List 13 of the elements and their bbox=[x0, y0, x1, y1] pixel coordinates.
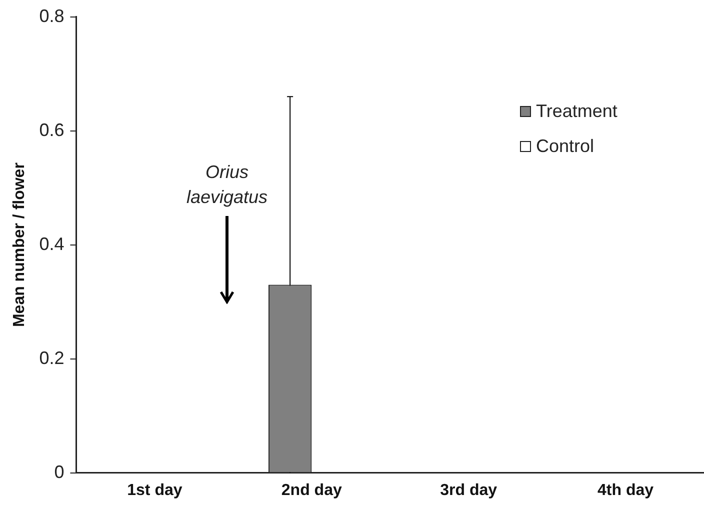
y-tick-label: 0.6 bbox=[39, 120, 64, 140]
y-tick-label: 0 bbox=[54, 462, 64, 482]
x-tick-label: 2nd day bbox=[281, 482, 342, 499]
x-tick-label: 3rd day bbox=[440, 482, 498, 499]
y-tick-label: 0.4 bbox=[39, 234, 64, 254]
y-axis-title: Mean number / flower bbox=[11, 162, 28, 328]
annotation: Orius laevigatus bbox=[185, 161, 269, 209]
y-tick-label: 0.2 bbox=[39, 348, 64, 368]
x-tick-label: 1st day bbox=[127, 482, 182, 499]
x-tick-label: 4th day bbox=[598, 482, 654, 499]
legend-label: Treatment bbox=[536, 100, 618, 122]
legend-label: Control bbox=[536, 136, 594, 157]
y-tick-label: 0.8 bbox=[39, 6, 64, 26]
